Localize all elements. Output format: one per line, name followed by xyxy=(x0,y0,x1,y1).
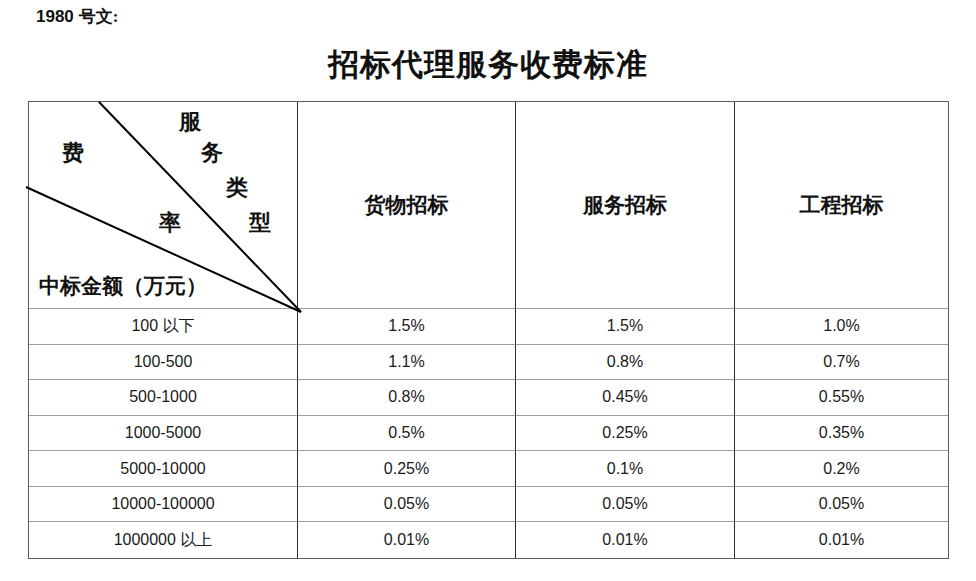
document-page: 1980 号文: 招标代理服务收费标准 服 务 类 型 费 率 中标金额（万元） … xyxy=(0,0,976,581)
row-range: 1000-5000 xyxy=(29,416,298,452)
rate-works: 0.35% xyxy=(735,416,948,452)
rate-goods: 1.5% xyxy=(298,309,516,345)
rate-goods: 0.8% xyxy=(298,380,516,416)
rate-works: 1.0% xyxy=(735,309,948,345)
row-range: 100-500 xyxy=(29,345,298,381)
corner-label-bid-amount: 中标金额（万元） xyxy=(39,274,207,299)
page-title: 招标代理服务收费标准 xyxy=(0,44,976,86)
doc-reference-number: 1980 xyxy=(36,7,74,26)
rate-goods: 1.1% xyxy=(298,345,516,381)
row-range: 5000-10000 xyxy=(29,451,298,487)
rate-services: 0.25% xyxy=(516,416,735,452)
rate-goods: 0.5% xyxy=(298,416,516,452)
rate-services: 0.8% xyxy=(516,345,735,381)
column-header-services: 服务招标 xyxy=(516,102,735,309)
corner-label-service-type-char: 型 xyxy=(249,212,271,234)
row-range: 100 以下 xyxy=(29,309,298,345)
corner-label-rate-char: 费 xyxy=(62,142,84,164)
doc-reference: 1980 号文: xyxy=(36,5,119,28)
rate-works: 0.2% xyxy=(735,451,948,487)
rate-works: 0.01% xyxy=(735,522,948,558)
rate-services: 0.1% xyxy=(516,451,735,487)
corner-label-rate-char: 率 xyxy=(159,212,181,234)
fee-standard-table: 服 务 类 型 费 率 中标金额（万元） 货物招标 服务招标 工程招标 100 … xyxy=(28,101,949,559)
rate-services: 1.5% xyxy=(516,309,735,345)
rate-goods: 0.01% xyxy=(298,522,516,558)
corner-label-service-type-char: 类 xyxy=(226,177,248,199)
corner-label-service-type-char: 服 xyxy=(179,111,201,133)
row-range: 500-1000 xyxy=(29,380,298,416)
row-range: 1000000 以上 xyxy=(29,522,298,558)
rate-works: 0.7% xyxy=(735,345,948,381)
diagonal-header-cell: 服 务 类 型 费 率 中标金额（万元） xyxy=(29,102,298,309)
rate-works: 0.05% xyxy=(735,487,948,523)
column-header-goods: 货物招标 xyxy=(298,102,516,309)
corner-label-service-type-char: 务 xyxy=(201,142,223,164)
rate-goods: 0.05% xyxy=(298,487,516,523)
row-range: 10000-100000 xyxy=(29,487,298,523)
rate-services: 0.01% xyxy=(516,522,735,558)
doc-reference-suffix: 号文: xyxy=(79,7,119,26)
rate-works: 0.55% xyxy=(735,380,948,416)
column-header-works: 工程招标 xyxy=(735,102,948,309)
rate-services: 0.45% xyxy=(516,380,735,416)
rate-goods: 0.25% xyxy=(298,451,516,487)
rate-services: 0.05% xyxy=(516,487,735,523)
